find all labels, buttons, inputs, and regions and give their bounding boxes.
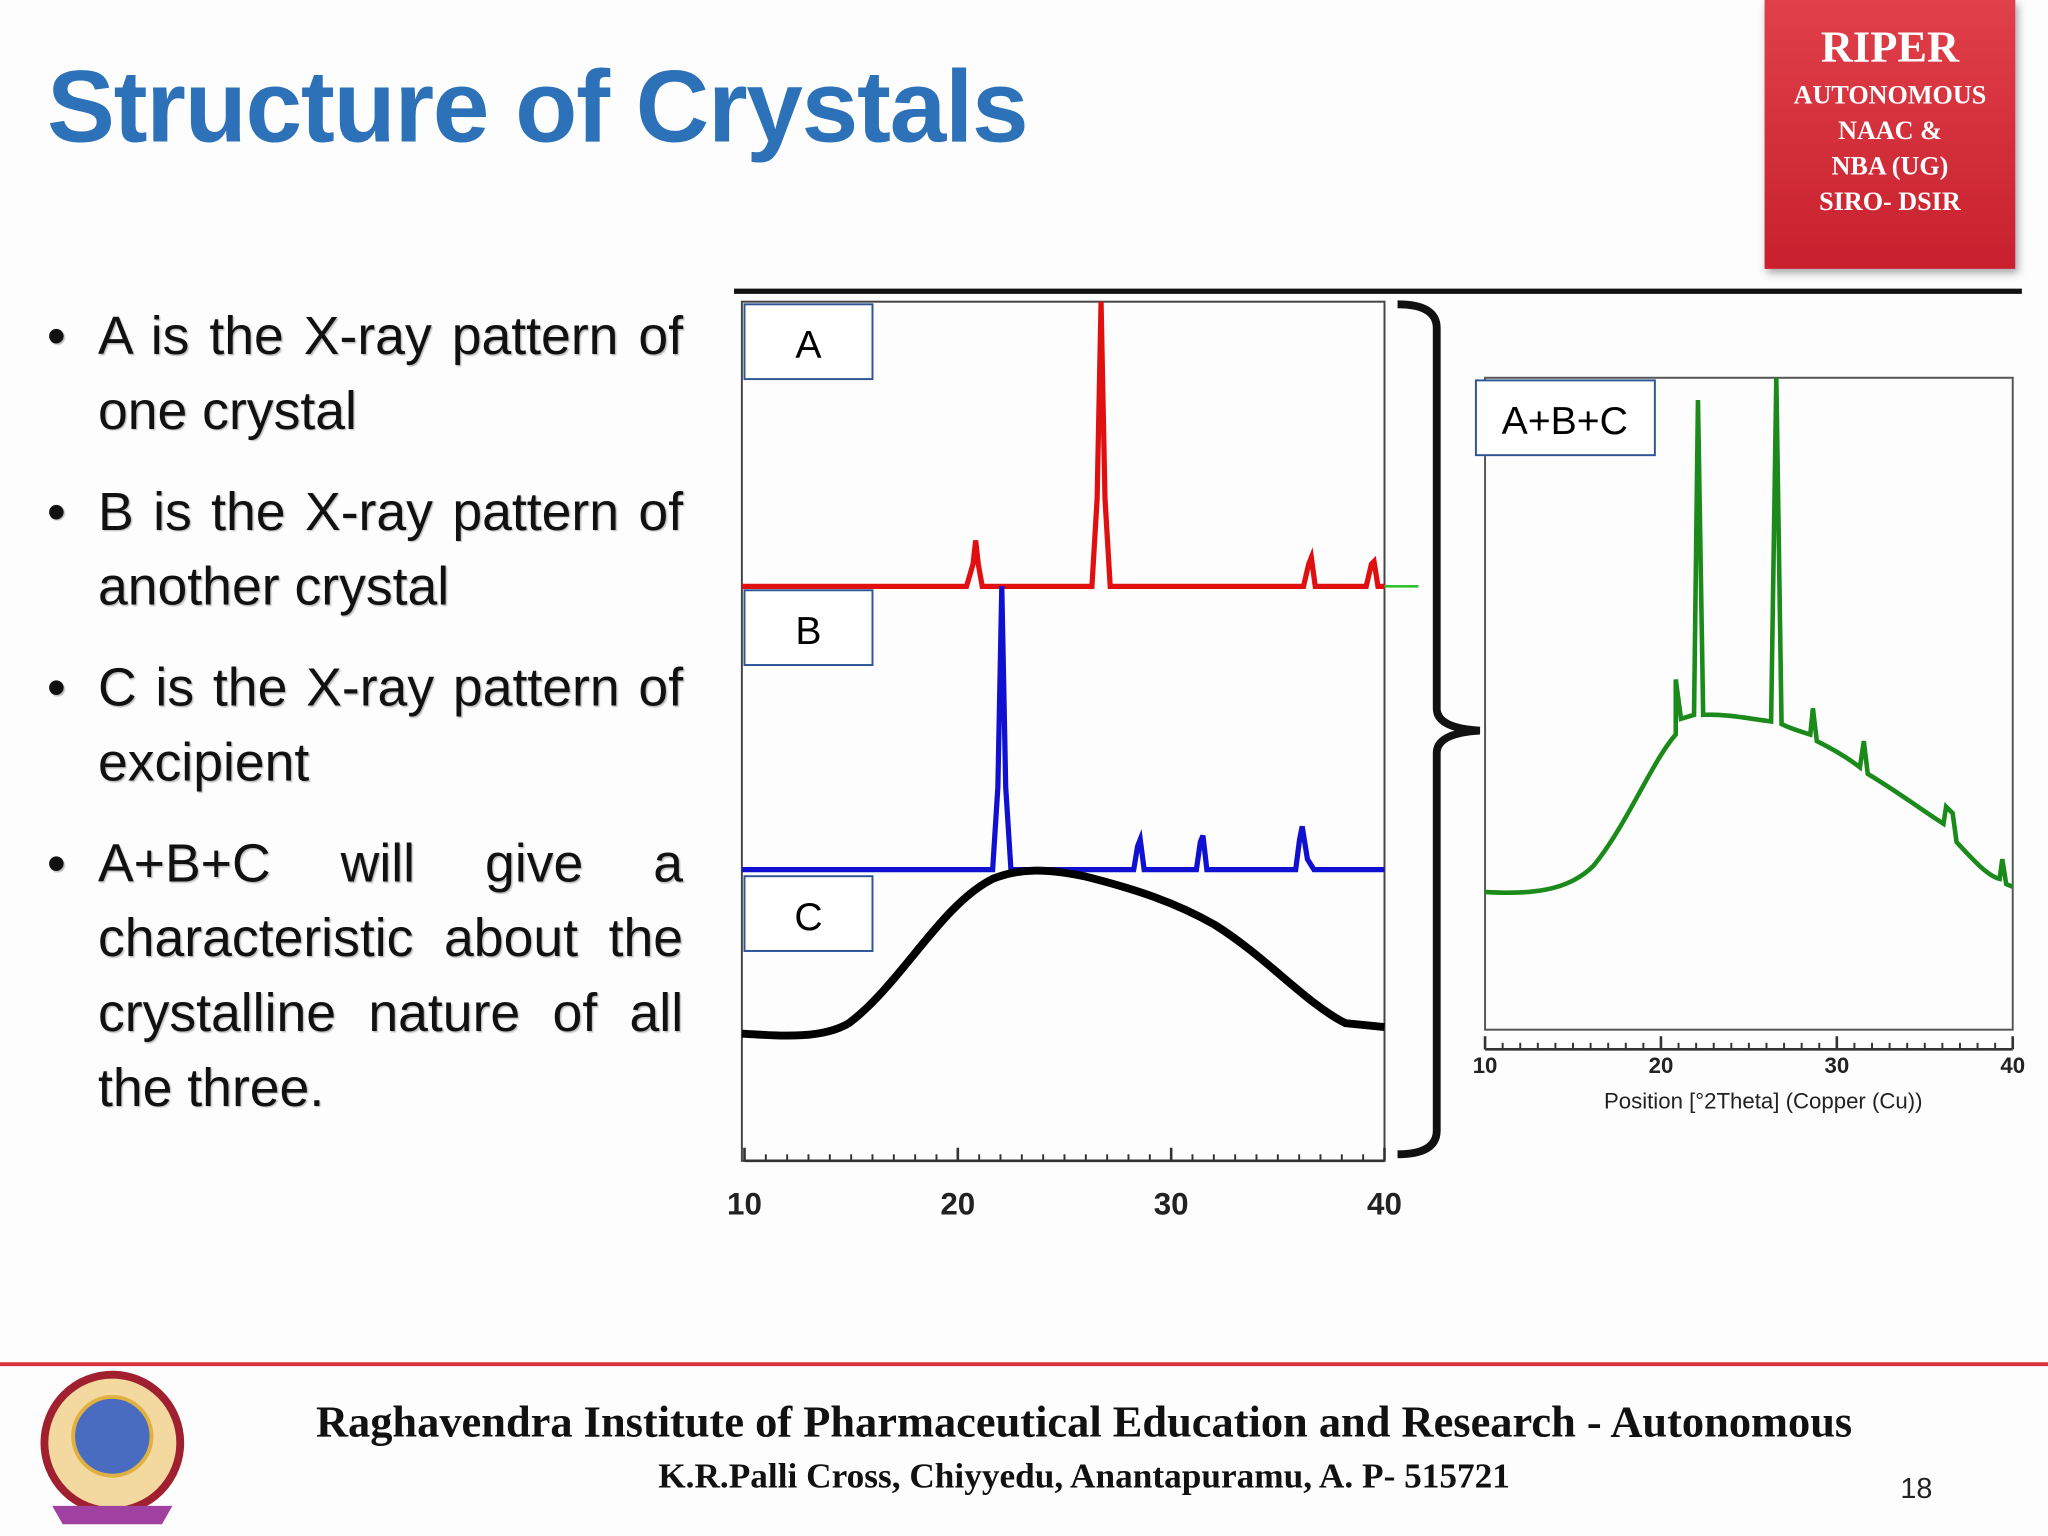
x-tick-label: 40 <box>2000 1053 2025 1078</box>
panel-label: C <box>794 895 822 939</box>
x-tick-label: 10 <box>727 1187 762 1222</box>
pattern-abc <box>1484 377 2014 896</box>
x-tick-label: 40 <box>1367 1187 1402 1222</box>
bullet: A is the X-ray pattern of one crystal <box>39 299 683 449</box>
x-tick-label: 30 <box>1154 1187 1189 1222</box>
bullet-list: A is the X-ray pattern of one crystal B … <box>39 299 683 1152</box>
bullet: B is the X-ray pattern of another crysta… <box>39 475 683 625</box>
pattern-b <box>741 586 1385 873</box>
panel-labels: A B C <box>743 303 874 952</box>
badge-line: NAAC & <box>1838 116 1942 146</box>
panel-label: A+B+C <box>1502 399 1628 443</box>
institute-name: Raghavendra Institute of Pharmaceutical … <box>315 1398 1853 1447</box>
x-tick-label: 20 <box>1649 1053 1674 1078</box>
badge-line: AUTONOMOUS <box>1793 81 1987 111</box>
right-frame <box>1484 376 2014 1031</box>
x-tick-label: 20 <box>940 1187 975 1222</box>
bullet: A+B+C will give a characteristic about t… <box>39 826 683 1125</box>
bullet: C is the X-ray pattern of excipient <box>39 651 683 801</box>
badge-line: SIRO- DSIR <box>1819 187 1961 217</box>
badge: RIPER AUTONOMOUS NAAC & NBA (UG) SIRO- D… <box>1764 0 2016 269</box>
label-box <box>1474 379 1656 457</box>
panel-label: A <box>795 323 822 367</box>
badge-line: NBA (UG) <box>1831 152 1949 182</box>
badge-line: RIPER <box>1820 23 1960 73</box>
panel-label: B <box>795 609 821 653</box>
ticks: 10 20 30 40 10 20 30 40 <box>727 1036 2025 1222</box>
pattern-c <box>741 866 1385 1040</box>
institute-address: K.R.Palli Cross, Chiyyedu, Anantapuramu,… <box>658 1455 1510 1496</box>
brace <box>1397 300 1481 1159</box>
slide-title: Structure of Crystals <box>47 48 1029 164</box>
page-number: 18 <box>1900 1471 1933 1505</box>
x-axis-label: Position [°2Theta] (Copper (Cu)) <box>1604 1088 1923 1113</box>
label-box <box>743 589 874 667</box>
label-box <box>743 303 874 381</box>
pattern-a <box>741 301 1385 589</box>
x-tick-label: 30 <box>1824 1053 1849 1078</box>
logo <box>40 1370 185 1525</box>
label-box <box>743 875 874 952</box>
x-tick-label: 10 <box>1473 1053 1498 1078</box>
